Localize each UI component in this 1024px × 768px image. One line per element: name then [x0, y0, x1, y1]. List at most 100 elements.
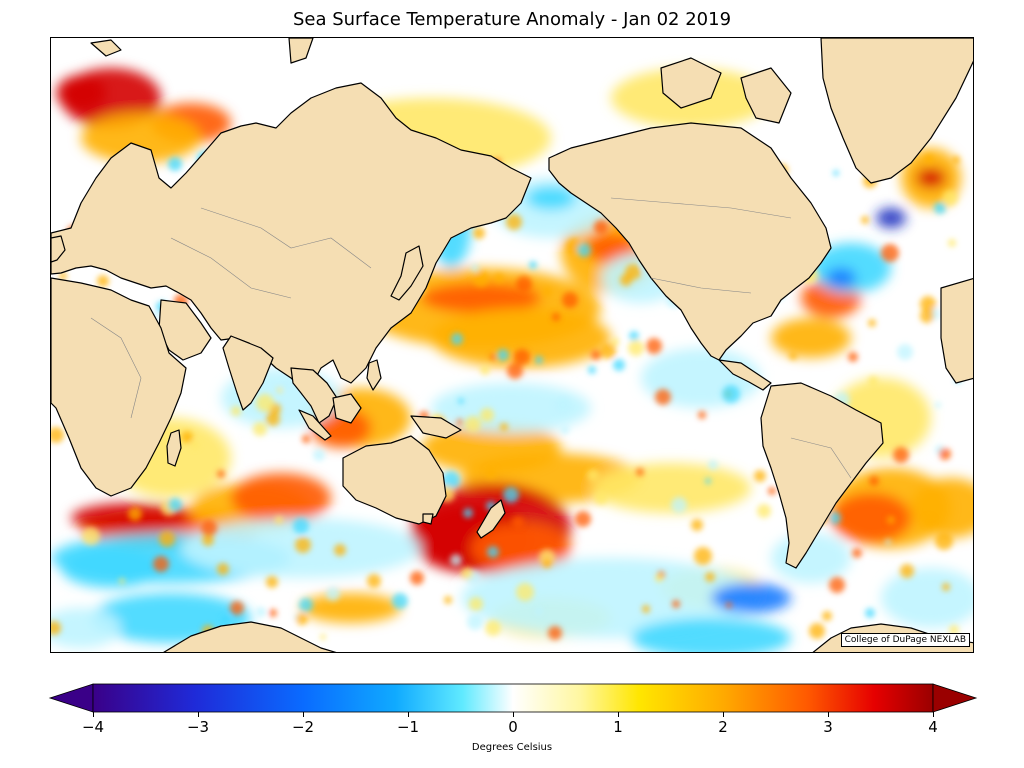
anomaly-speckle	[829, 577, 845, 593]
anomaly-speckle	[410, 571, 424, 585]
anomaly-speckle	[296, 613, 308, 625]
landmass-central-america	[718, 359, 772, 391]
anomaly-speckle	[655, 389, 671, 405]
anomaly-speckle	[253, 422, 267, 436]
colorbar-tick-mark	[618, 712, 619, 717]
landmass-iberia	[51, 235, 66, 263]
anomaly-region	[826, 268, 856, 288]
anomaly-speckle	[181, 431, 193, 443]
anomaly-speckle	[672, 600, 680, 608]
land-masses	[51, 38, 973, 652]
anomaly-speckle	[266, 576, 278, 588]
anomaly-speckle	[256, 607, 266, 617]
anomaly-speckle	[313, 449, 325, 461]
country-borders	[90, 197, 852, 479]
anomaly-speckle	[221, 616, 229, 624]
anomaly-speckle	[320, 634, 326, 640]
anomaly-speckle	[480, 365, 490, 375]
landmass-new-guinea	[410, 415, 462, 439]
anomaly-speckle	[949, 625, 959, 635]
anomaly-speckle	[628, 340, 644, 356]
anomaly-speckle	[51, 621, 61, 635]
colorbar-ramp	[92, 683, 934, 713]
anomaly-speckle	[625, 264, 641, 280]
anomaly-speckle	[473, 227, 485, 239]
anomaly-speckle	[942, 190, 958, 206]
anomaly-speckle	[500, 423, 508, 431]
anomaly-speckle	[642, 605, 650, 613]
anomaly-speckle	[611, 338, 619, 346]
landmass-antarctica	[163, 621, 337, 652]
anomaly-speckle	[293, 518, 309, 534]
anomaly-speckle	[119, 578, 125, 584]
anomaly-region	[631, 618, 791, 652]
landmass-svalbard	[90, 39, 122, 57]
anomaly-speckle	[887, 516, 895, 524]
anomaly-speckle	[469, 597, 483, 611]
colorbar-ticks: −4 −3 −2 −1 0 1 2 3 4	[0, 712, 1024, 742]
anomaly-speckle	[629, 331, 639, 341]
anomaly-speckle	[885, 539, 891, 545]
anomaly-region	[711, 583, 791, 613]
colorbar-tick-mark	[93, 712, 94, 717]
colorbar	[48, 683, 978, 713]
anomaly-speckle	[542, 287, 552, 297]
anomaly-speckle	[705, 478, 711, 484]
anomaly-speckle	[575, 511, 591, 527]
anomaly-speckle	[897, 344, 913, 360]
anomaly-speckle	[789, 352, 797, 360]
map-title: Sea Surface Temperature Anomaly - Jan 02…	[292, 9, 732, 30]
anomaly-speckle	[600, 343, 616, 359]
anomaly-speckle	[457, 419, 463, 425]
anomaly-speckle	[497, 349, 509, 361]
landmass-eurasia	[51, 82, 532, 389]
anomaly-region	[61, 548, 161, 588]
anomaly-speckle	[217, 470, 225, 478]
colorbar-tick-mark	[828, 712, 829, 717]
anomaly-speckle	[809, 623, 825, 639]
anomaly-speckle	[594, 220, 608, 234]
colorbar-tick-label: 3	[823, 718, 833, 736]
anomaly-speckle	[865, 608, 875, 618]
anomaly-speckle	[275, 516, 283, 524]
landmass-south-america	[760, 382, 884, 569]
colorbar-tick-mark	[198, 712, 199, 717]
colorbar-tick-mark	[303, 712, 304, 717]
landmass-tasmania	[422, 513, 434, 525]
anomaly-speckle	[168, 157, 182, 171]
anomaly-region	[831, 493, 911, 543]
landmass-philippines	[366, 359, 382, 391]
anomaly-speckle	[636, 468, 644, 476]
anomaly-speckle	[868, 319, 876, 327]
anomaly-speckle	[691, 519, 703, 531]
anomaly-region	[301, 593, 401, 623]
anomaly-speckle	[230, 601, 244, 615]
colorbar-high-extend	[932, 683, 978, 713]
anomaly-speckle	[920, 309, 934, 323]
anomaly-speckle	[848, 352, 858, 362]
anomaly-speckle	[512, 516, 524, 528]
anomaly-region	[526, 186, 576, 210]
anomaly-speckle	[708, 460, 718, 470]
landmass-sumatra	[298, 409, 332, 441]
anomaly-region	[461, 558, 761, 638]
colorbar-tick-label: −4	[81, 718, 105, 736]
anomaly-speckle	[392, 593, 408, 609]
landmass-arctic-canada	[660, 57, 722, 109]
anomaly-speckle	[548, 626, 562, 640]
anomaly-speckle	[168, 498, 182, 512]
anomaly-speckle	[588, 366, 596, 374]
anomaly-region	[876, 208, 906, 228]
landmass-baffin	[740, 67, 792, 124]
anomaly-speckle	[217, 563, 229, 575]
anomaly-speckle	[256, 394, 274, 412]
anomaly-speckle	[451, 333, 463, 345]
anomaly-speckle	[561, 426, 569, 434]
anomaly-field	[51, 68, 973, 652]
anomaly-speckle	[694, 547, 712, 565]
anomaly-speckle	[461, 567, 473, 579]
anomaly-region	[421, 283, 541, 313]
anomaly-speckle	[485, 467, 497, 479]
anomaly-speckle	[754, 470, 766, 482]
landmass-north-america	[548, 122, 832, 361]
